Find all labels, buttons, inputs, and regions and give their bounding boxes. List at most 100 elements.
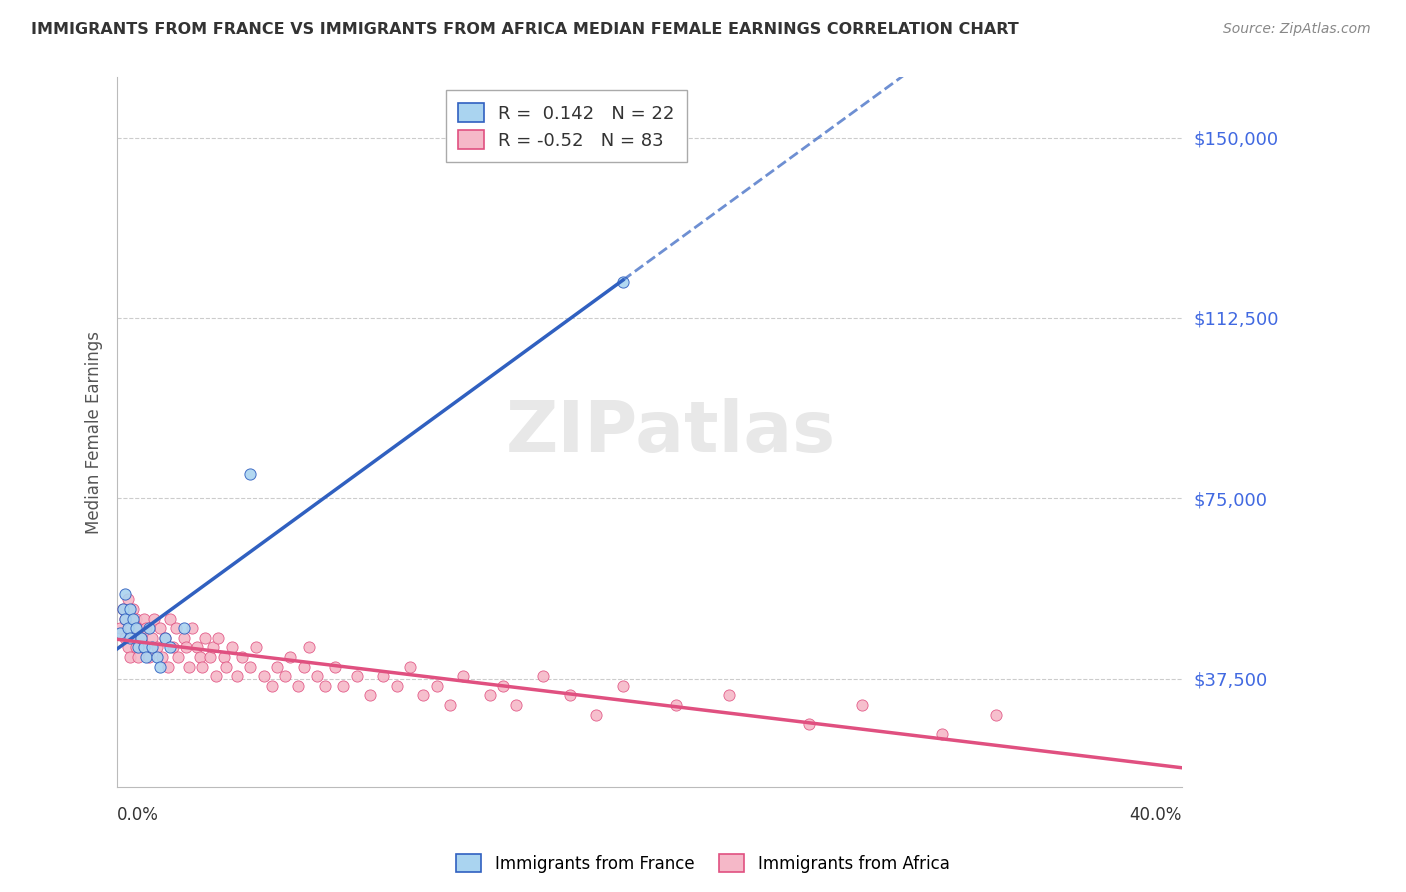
- Point: [156, 659, 179, 673]
- Point: [152, 650, 174, 665]
- Point: [207, 631, 229, 645]
- Point: [426, 679, 449, 693]
- Point: [149, 621, 172, 635]
- Point: [931, 727, 953, 741]
- Point: [176, 640, 198, 655]
- Point: [122, 602, 145, 616]
- Point: [212, 650, 235, 665]
- Text: 40.0%: 40.0%: [1129, 806, 1182, 824]
- Text: Source: ZipAtlas.com: Source: ZipAtlas.com: [1223, 22, 1371, 37]
- Point: [120, 621, 142, 635]
- Point: [799, 717, 821, 731]
- Point: [266, 659, 288, 673]
- Point: [135, 621, 157, 635]
- Point: [117, 592, 139, 607]
- Point: [127, 650, 149, 665]
- Point: [531, 669, 554, 683]
- Point: [111, 602, 134, 616]
- Point: [399, 659, 422, 673]
- Point: [200, 650, 222, 665]
- Point: [120, 650, 142, 665]
- Point: [177, 659, 200, 673]
- Point: [188, 650, 211, 665]
- Point: [108, 621, 131, 635]
- Point: [585, 707, 607, 722]
- Point: [146, 650, 169, 665]
- Point: [127, 640, 149, 655]
- Point: [141, 640, 163, 655]
- Point: [125, 621, 148, 635]
- Point: [153, 631, 176, 645]
- Point: [215, 659, 238, 673]
- Text: 0.0%: 0.0%: [117, 806, 159, 824]
- Point: [274, 669, 297, 683]
- Point: [373, 669, 395, 683]
- Point: [132, 611, 155, 625]
- Point: [305, 669, 328, 683]
- Point: [252, 669, 274, 683]
- Point: [122, 611, 145, 625]
- Text: IMMIGRANTS FROM FRANCE VS IMMIGRANTS FROM AFRICA MEDIAN FEMALE EARNINGS CORRELAT: IMMIGRANTS FROM FRANCE VS IMMIGRANTS FRO…: [31, 22, 1019, 37]
- Point: [292, 659, 315, 673]
- Point: [314, 679, 336, 693]
- Point: [108, 626, 131, 640]
- Point: [173, 621, 195, 635]
- Point: [226, 669, 249, 683]
- Point: [278, 650, 301, 665]
- Point: [114, 611, 136, 625]
- Point: [851, 698, 873, 712]
- Point: [114, 631, 136, 645]
- Point: [260, 679, 283, 693]
- Point: [129, 631, 152, 645]
- Point: [612, 275, 634, 289]
- Point: [412, 689, 434, 703]
- Point: [120, 602, 142, 616]
- Point: [202, 640, 225, 655]
- Point: [558, 689, 581, 703]
- Point: [135, 650, 157, 665]
- Legend: Immigrants from France, Immigrants from Africa: Immigrants from France, Immigrants from …: [450, 847, 956, 880]
- Point: [132, 640, 155, 655]
- Point: [138, 650, 160, 665]
- Legend: R =  0.142   N = 22, R = -0.52   N = 83: R = 0.142 N = 22, R = -0.52 N = 83: [446, 90, 688, 162]
- Point: [141, 631, 163, 645]
- Point: [239, 467, 262, 482]
- Point: [146, 640, 169, 655]
- Point: [359, 689, 381, 703]
- Y-axis label: Median Female Earnings: Median Female Earnings: [86, 331, 103, 533]
- Point: [114, 611, 136, 625]
- Point: [125, 611, 148, 625]
- Point: [143, 611, 166, 625]
- Text: ZIPatlas: ZIPatlas: [506, 398, 837, 467]
- Point: [346, 669, 368, 683]
- Point: [191, 659, 214, 673]
- Point: [239, 659, 262, 673]
- Point: [439, 698, 461, 712]
- Point: [984, 707, 1007, 722]
- Point: [117, 640, 139, 655]
- Point: [125, 640, 148, 655]
- Point: [132, 640, 155, 655]
- Point: [129, 631, 152, 645]
- Point: [162, 640, 184, 655]
- Point: [204, 669, 226, 683]
- Point: [612, 679, 634, 693]
- Point: [231, 650, 253, 665]
- Point: [173, 631, 195, 645]
- Point: [127, 621, 149, 635]
- Point: [159, 640, 181, 655]
- Point: [186, 640, 208, 655]
- Point: [287, 679, 309, 693]
- Point: [245, 640, 267, 655]
- Point: [332, 679, 354, 693]
- Point: [478, 689, 501, 703]
- Point: [385, 679, 408, 693]
- Point: [149, 659, 172, 673]
- Point: [120, 631, 142, 645]
- Point: [492, 679, 515, 693]
- Point: [159, 611, 181, 625]
- Point: [153, 631, 176, 645]
- Point: [180, 621, 202, 635]
- Point: [165, 621, 187, 635]
- Point: [665, 698, 688, 712]
